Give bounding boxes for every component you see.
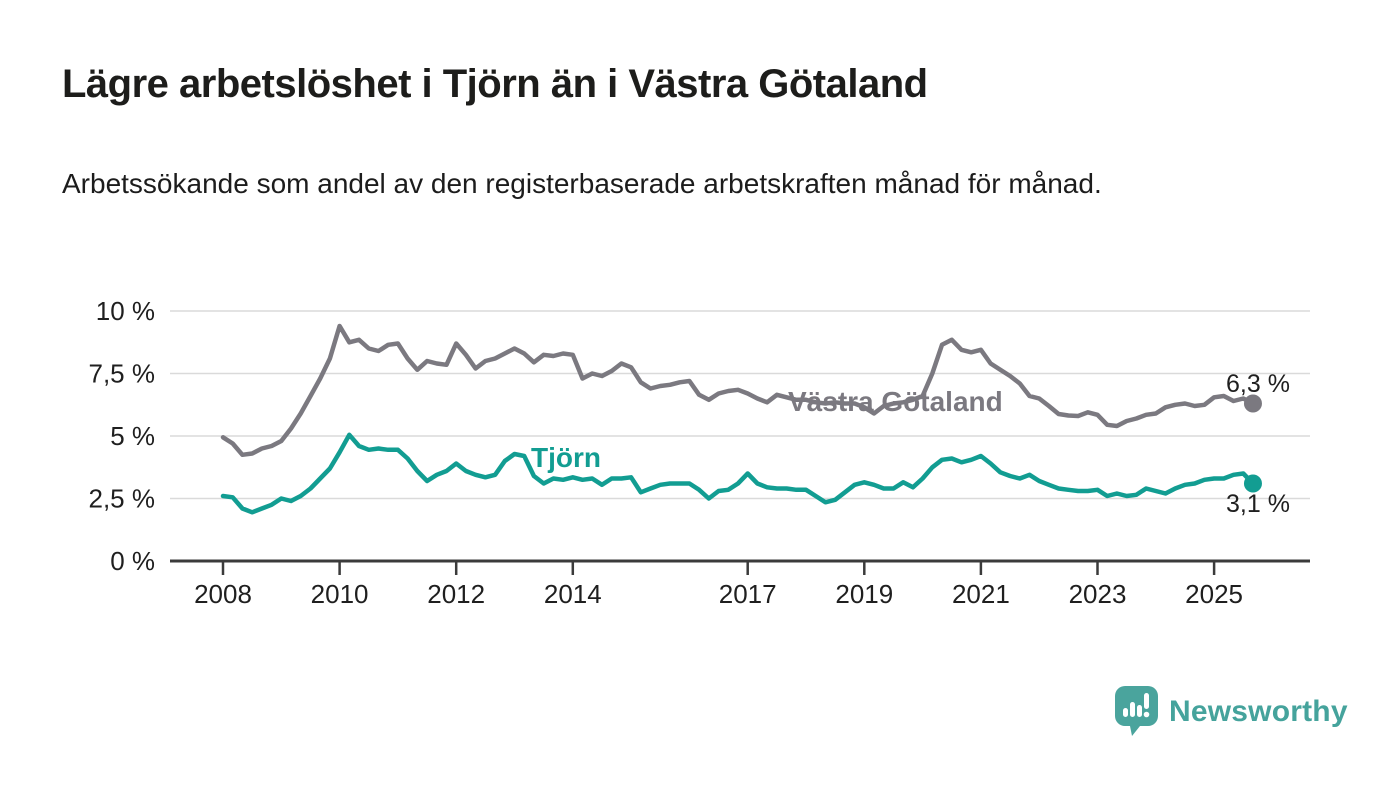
series-label-vastra-gotaland: Västra Götaland	[788, 386, 1003, 417]
speech-bubble-shape	[1115, 686, 1158, 736]
chart-subtitle: Arbetssökande som andel av den registerb…	[62, 168, 1102, 199]
y-tick-label: 5 %	[110, 421, 155, 451]
newsworthy-logo: Newsworthy	[1115, 686, 1348, 737]
x-tick-label: 2012	[427, 579, 485, 609]
x-tick-label: 2025	[1185, 579, 1243, 609]
series-end-dot-tjorn	[1243, 474, 1262, 493]
series-label-tjorn: Tjörn	[531, 442, 601, 473]
series-end-dot-vastra-gotaland	[1243, 394, 1262, 413]
end-value-tjorn: 3,1 %	[1226, 490, 1290, 518]
y-tick-label: 7,5 %	[89, 359, 156, 389]
x-tick-label: 2019	[835, 579, 893, 609]
newsworthy-bubble-icon	[1115, 686, 1158, 736]
x-tick-label: 2021	[952, 579, 1010, 609]
x-tick-label: 2017	[719, 579, 777, 609]
series-line-tjorn	[220, 432, 1256, 515]
x-tick-label: 2014	[544, 579, 602, 609]
y-tick-label: 2,5 %	[89, 484, 156, 514]
x-tick-label: 2023	[1069, 579, 1127, 609]
page-title: Lägre arbetslöshet i Tjörn än i Västra G…	[62, 62, 928, 106]
series-line-vastra-gotaland	[220, 323, 1256, 458]
y-tick-label: 0 %	[110, 546, 155, 576]
bar-chart-glyph	[1123, 693, 1150, 718]
end-value-vastra-gotaland: 6,3 %	[1226, 370, 1290, 398]
newsworthy-wordmark: Newsworthy	[1169, 694, 1348, 728]
x-tick-label: 2010	[311, 579, 369, 609]
x-tick-label: 2008	[194, 579, 252, 609]
y-tick-label: 10 %	[96, 296, 155, 326]
